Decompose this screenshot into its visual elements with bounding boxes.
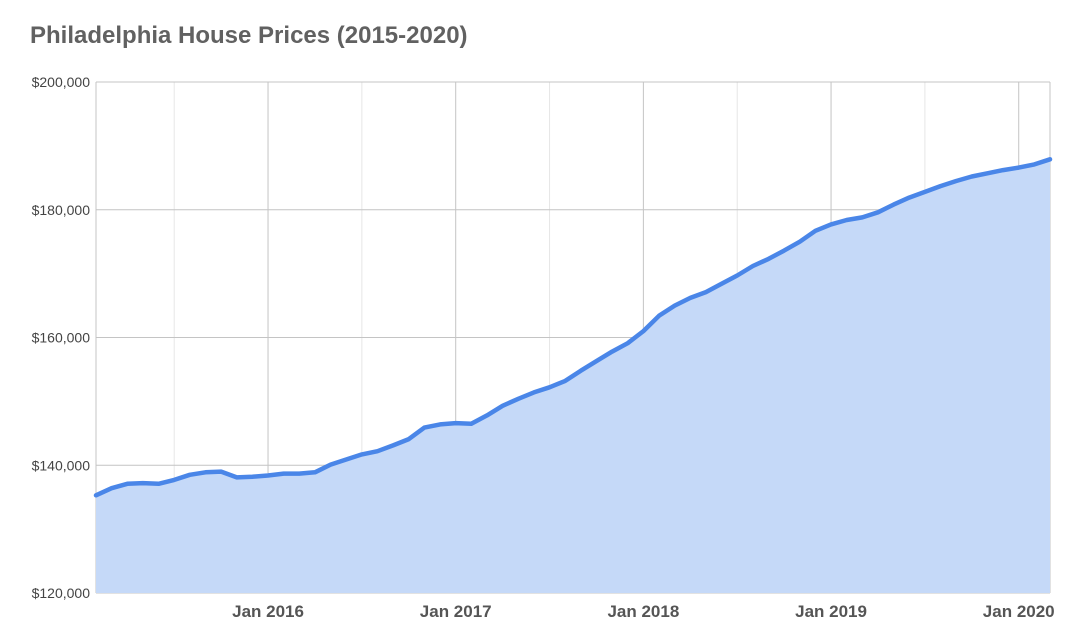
y-tick-label: $160,000 [32, 330, 91, 346]
series-line-layer [93, 157, 1053, 498]
x-tick-label: Jan 2016 [232, 602, 304, 621]
y-axis-ticks: $120,000 $140,000 $160,000 $180,000 $200,000 [32, 74, 91, 601]
series-line [93, 157, 1053, 498]
x-axis-ticks: Jan 2016 Jan 2017 Jan 2018 Jan 2019 Jan 2020 [232, 602, 1055, 621]
x-tick-label: Jan 2020 [983, 602, 1055, 621]
x-tick-label: Jan 2018 [607, 602, 679, 621]
y-tick-label: $180,000 [32, 202, 91, 218]
y-tick-label: $200,000 [32, 74, 91, 90]
x-tick-label: Jan 2017 [420, 602, 492, 621]
chart-title: Philadelphia House Prices (2015-2020) [30, 22, 468, 49]
y-tick-label: $140,000 [32, 457, 91, 473]
x-tick-label: Jan 2019 [795, 602, 867, 621]
y-tick-label: $120,000 [32, 585, 91, 601]
